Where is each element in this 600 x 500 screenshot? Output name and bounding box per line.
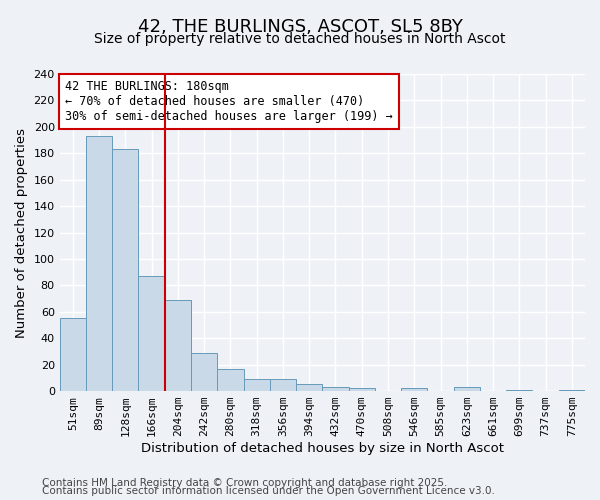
Y-axis label: Number of detached properties: Number of detached properties [15, 128, 28, 338]
Bar [191, 353, 217, 391]
Bar [217, 368, 244, 391]
Bar [165, 300, 191, 391]
Bar [244, 379, 270, 391]
X-axis label: Distribution of detached houses by size in North Ascot: Distribution of detached houses by size … [141, 442, 504, 455]
Bar [139, 276, 165, 391]
Text: Contains HM Land Registry data © Crown copyright and database right 2025.: Contains HM Land Registry data © Crown c… [42, 478, 448, 488]
Bar [506, 390, 532, 391]
Text: Contains public sector information licensed under the Open Government Licence v3: Contains public sector information licen… [42, 486, 495, 496]
Bar [349, 388, 375, 391]
Bar [270, 379, 296, 391]
Bar [112, 150, 139, 391]
Text: Size of property relative to detached houses in North Ascot: Size of property relative to detached ho… [94, 32, 506, 46]
Bar [322, 387, 349, 391]
Bar [454, 387, 480, 391]
Bar [296, 384, 322, 391]
Bar [559, 390, 585, 391]
Bar [401, 388, 427, 391]
Bar [86, 136, 112, 391]
Bar [59, 318, 86, 391]
Text: 42 THE BURLINGS: 180sqm
← 70% of detached houses are smaller (470)
30% of semi-d: 42 THE BURLINGS: 180sqm ← 70% of detache… [65, 80, 392, 124]
Text: 42, THE BURLINGS, ASCOT, SL5 8BY: 42, THE BURLINGS, ASCOT, SL5 8BY [137, 18, 463, 36]
